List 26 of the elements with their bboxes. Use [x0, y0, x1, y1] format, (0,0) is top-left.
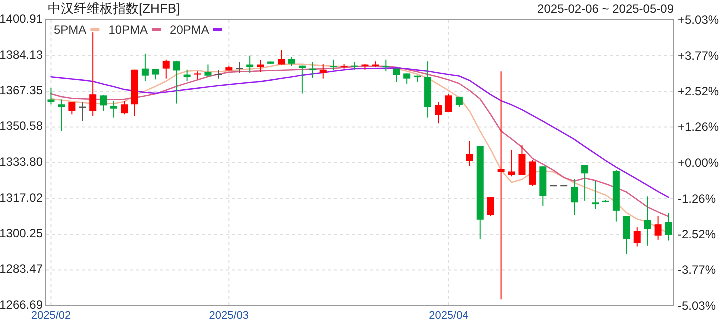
- y2-tick-label: +3.77%: [678, 48, 720, 63]
- y-tick-label: 1283.47: [0, 262, 44, 276]
- legend-label: 10PMA: [108, 23, 148, 37]
- y-tick-label: 1367.35: [0, 84, 44, 98]
- y2-tick-label: +2.52%: [678, 84, 720, 98]
- y2-tick-label: -3.77%: [678, 263, 716, 278]
- x-tick-label: 2025/04: [429, 310, 469, 320]
- chart-title: 中汉纤维板指数[ZHFB]: [48, 1, 180, 16]
- legend-label: 20PMA: [170, 23, 210, 37]
- y-tick-label: 1317.02: [0, 190, 44, 205]
- y2-tick-label: -1.26%: [678, 192, 716, 206]
- y-tick-label: 1384.13: [0, 48, 44, 62]
- x-tick-label: 2025/02: [31, 310, 72, 320]
- chart-subtitle: 2025-02-06 ~ 2025-05-09: [538, 2, 674, 16]
- y2-tick-label: +1.26%: [678, 120, 720, 134]
- y2-tick-label: -2.52%: [678, 228, 716, 242]
- y2-tick-label: +0.00%: [678, 156, 720, 170]
- y-tick-label: 1266.69: [0, 298, 44, 312]
- x-tick-label: 2025/03: [209, 310, 250, 320]
- y2-tick-label: -5.03%: [678, 299, 716, 313]
- y-tick-label: 1333.80: [0, 155, 44, 169]
- y-tick-label: 1350.58: [0, 119, 44, 134]
- y2-tick-label: +5.03%: [678, 13, 720, 27]
- y-tick-label: 1400.91: [0, 12, 44, 26]
- y-tick-label: 1300.25: [0, 226, 44, 240]
- legend-label: 5PMA: [54, 23, 87, 37]
